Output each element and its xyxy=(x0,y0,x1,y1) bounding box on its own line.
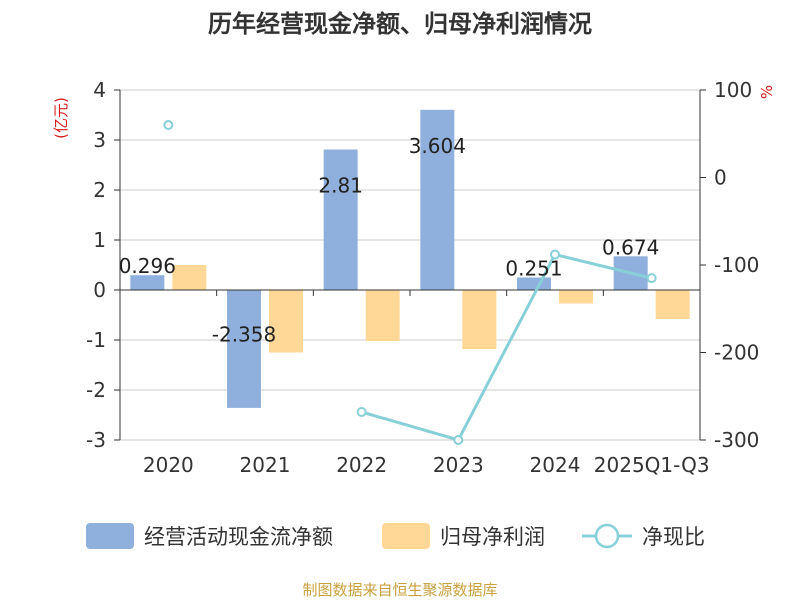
x-tick-label: 2024 xyxy=(530,453,581,477)
cash-flow-value-label: 0.251 xyxy=(505,256,562,280)
legend-net-profit-swatch xyxy=(382,523,430,549)
right-tick-label: -300 xyxy=(714,428,759,452)
cash-flow-value-label: 0.296 xyxy=(119,254,176,278)
cash-flow-bar xyxy=(420,109,455,290)
grid xyxy=(120,89,700,441)
legend: 经营活动现金流净额 归母净利润 净现比 xyxy=(86,523,705,549)
left-tick-label: 2 xyxy=(93,178,106,202)
axes xyxy=(114,89,706,441)
legend-ratio-marker xyxy=(594,523,620,549)
legend-cash-flow-label: 经营活动现金流净额 xyxy=(144,525,333,549)
cash-flow-value-label: -2.358 xyxy=(212,322,276,346)
legend-net-profit-label: 归母净利润 xyxy=(440,525,545,549)
right-tick-label: -200 xyxy=(714,341,759,365)
chart-title: 历年经营现金净额、归母净利润情况 xyxy=(208,10,592,38)
x-tick-label: 2025Q1-Q3 xyxy=(594,453,710,477)
left-tick-label: -1 xyxy=(86,328,106,352)
left-tick-label: 3 xyxy=(93,128,106,152)
left-axis-label: (亿元) xyxy=(52,97,70,139)
ratio-point xyxy=(646,273,657,284)
left-tick-label: 4 xyxy=(93,78,106,102)
net-profit-bar xyxy=(172,265,207,290)
left-tick-label: -2 xyxy=(86,378,106,402)
x-tick-label: 2021 xyxy=(240,453,291,477)
left-tick-label: 0 xyxy=(93,278,106,302)
net-profit-bar xyxy=(655,290,690,319)
ratio-point xyxy=(453,435,464,445)
legend-cash-flow-swatch xyxy=(86,523,134,549)
net-profit-bar xyxy=(269,290,303,353)
cash-flow-value-label: 0.674 xyxy=(602,235,659,259)
x-tick-label: 2022 xyxy=(336,453,387,477)
legend-ratio-label: 净现比 xyxy=(642,525,705,549)
tick-labels: 4 3 2 1 0 -1 -2 -3 100 0 -100 -200 -300 2020 2021 2022 2… xyxy=(86,78,759,477)
ratio-point xyxy=(550,249,560,260)
left-tick-label: -3 xyxy=(86,428,106,452)
cash-flow-value-label: 3.604 xyxy=(409,134,466,158)
ratio-line xyxy=(163,120,657,445)
data-labels: 0.296 -2.358 2.81 3.604 0.251 0.674 xyxy=(119,134,660,347)
net-profit-bar xyxy=(559,290,593,304)
right-tick-label: 0 xyxy=(714,166,727,190)
cash-flow-bar xyxy=(227,290,261,408)
cash-flow-bar xyxy=(323,149,358,290)
ratio-line-segment xyxy=(361,252,653,442)
right-axis-label: % xyxy=(758,85,776,99)
cash-flow-value-label: 2.81 xyxy=(318,174,363,198)
source-note: 制图数据来自恒生聚源数据库 xyxy=(302,581,497,599)
x-tick-label: 2023 xyxy=(433,453,484,477)
x-tick-label: 2020 xyxy=(143,453,194,477)
right-tick-label: -100 xyxy=(714,253,759,277)
cash-flow-bar xyxy=(130,275,165,290)
net-profit-bar xyxy=(462,290,497,349)
ratio-point xyxy=(356,407,367,417)
bars xyxy=(130,109,690,408)
ratio-point xyxy=(163,120,174,130)
left-tick-label: 1 xyxy=(93,228,106,252)
net-profit-bar xyxy=(365,290,400,341)
right-tick-label: 100 xyxy=(714,78,752,102)
